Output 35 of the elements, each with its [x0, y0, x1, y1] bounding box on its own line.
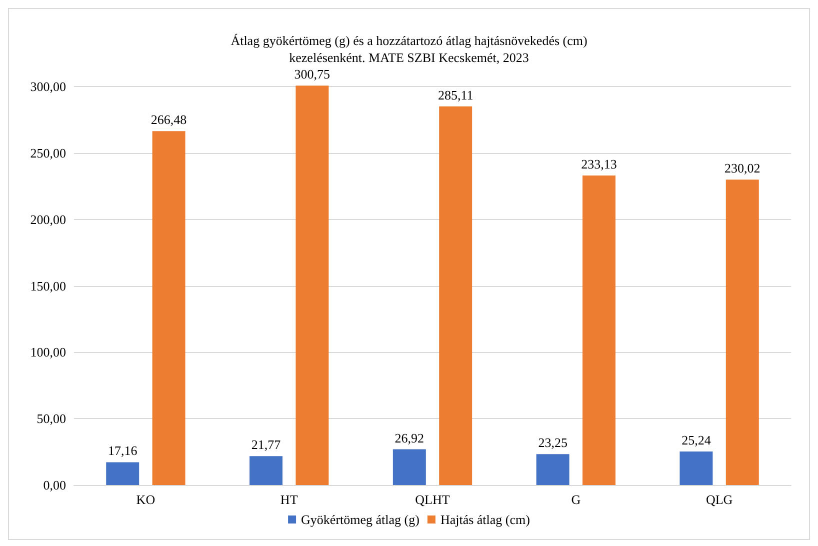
bar	[392, 449, 426, 485]
y-tick-label: 200,00	[30, 212, 66, 227]
legend-label: Hajtás átlag (cm)	[440, 512, 530, 527]
y-tick-label: 300,00	[30, 79, 66, 94]
bar	[250, 456, 283, 485]
data-label: 17,16	[108, 443, 138, 458]
chart-title: Átlag gyökértömeg (g) és a hozzátartozó átlag hajtásnövekedés (cm) kezelésenként. MATE SZBI Kecskemét, 2023	[230, 33, 588, 65]
bar	[439, 106, 472, 485]
x-tick-label: HT	[280, 492, 298, 507]
bar	[152, 131, 186, 485]
y-tick-label: 100,00	[30, 344, 66, 360]
data-label: 23,25	[538, 435, 568, 450]
x-tick-label: QLHT	[415, 492, 450, 507]
data-label: 300,75	[294, 66, 330, 82]
bar	[680, 451, 713, 485]
bar	[582, 175, 616, 485]
data-label: 21,77	[251, 437, 282, 452]
x-tick-label: QLG	[706, 492, 733, 507]
x-tick-label: G	[571, 492, 581, 507]
y-tick-label: 250,00	[30, 146, 66, 161]
y-tick-label: 50,00	[36, 411, 66, 426]
data-label: 266,48	[150, 112, 187, 128]
bar	[536, 454, 570, 485]
bar	[726, 180, 759, 485]
x-tick-label: KO	[136, 492, 156, 507]
data-label: 26,92	[394, 430, 424, 446]
bar	[296, 86, 329, 485]
y-tick-label: 150,00	[30, 278, 66, 294]
bar	[106, 462, 140, 485]
data-label: 233,13	[581, 156, 617, 172]
y-tick-label: 0,00	[43, 478, 66, 492]
data-label: 230,02	[724, 160, 760, 176]
legend-label: Gyökértömeg átlag (g)	[301, 512, 420, 527]
data-label: 25,24	[682, 432, 712, 448]
data-label: 285,11	[438, 87, 474, 102]
